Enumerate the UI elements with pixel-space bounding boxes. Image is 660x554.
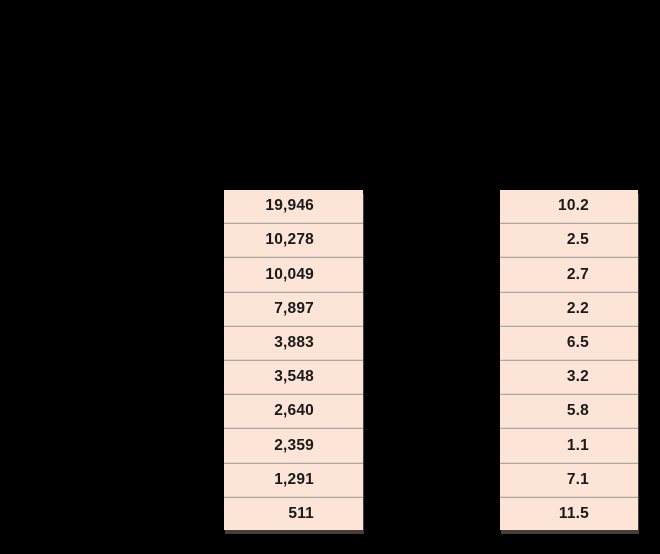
row-divider — [500, 359, 638, 362]
table-cell: 2.2 — [566, 299, 589, 317]
row-divider — [500, 427, 638, 430]
row-divider — [224, 461, 363, 464]
row-divider — [224, 222, 363, 225]
table-cell: 1,291 — [274, 470, 314, 488]
row-divider — [224, 393, 363, 396]
row-divider — [500, 461, 638, 464]
table-cell: 2,359 — [274, 436, 314, 454]
row-divider — [500, 495, 638, 498]
table-cell: 3,883 — [274, 333, 314, 351]
row-divider — [500, 290, 638, 293]
row-divider — [224, 427, 363, 430]
table-cell: 7,897 — [274, 299, 314, 317]
table-cell: 2.5 — [566, 231, 589, 249]
row-divider — [224, 495, 363, 498]
table-cell: 7.1 — [566, 470, 589, 488]
table-cell: 6.5 — [566, 333, 589, 351]
table-cell: 5.8 — [566, 402, 589, 420]
value-column-1: 19,946 10,278 10,049 7,897 3,883 3,548 2… — [224, 190, 363, 530]
table-cell: 19,946 — [265, 197, 314, 215]
table-cell: 3,548 — [274, 368, 314, 386]
table-cell: 511 — [288, 504, 314, 522]
table-cell: 2.7 — [566, 265, 589, 283]
table-cell: 11.5 — [558, 504, 589, 522]
row-divider — [500, 222, 638, 225]
table-cell: 2,640 — [274, 402, 314, 420]
row-divider — [500, 256, 638, 259]
row-divider — [224, 359, 363, 362]
row-divider — [224, 324, 363, 327]
table-cell: 3.2 — [566, 368, 589, 386]
row-divider — [500, 393, 638, 396]
table-cell: 10,278 — [265, 231, 314, 249]
table-cell: 10.2 — [558, 197, 589, 215]
table-cell: 10,049 — [265, 265, 314, 283]
table-cell: 1.1 — [566, 436, 589, 454]
row-divider — [224, 256, 363, 259]
value-column-2: 10.2 2.5 2.7 2.2 6.5 3.2 5.8 1.1 7.1 11.… — [500, 190, 638, 530]
row-divider — [500, 324, 638, 327]
row-divider — [224, 290, 363, 293]
